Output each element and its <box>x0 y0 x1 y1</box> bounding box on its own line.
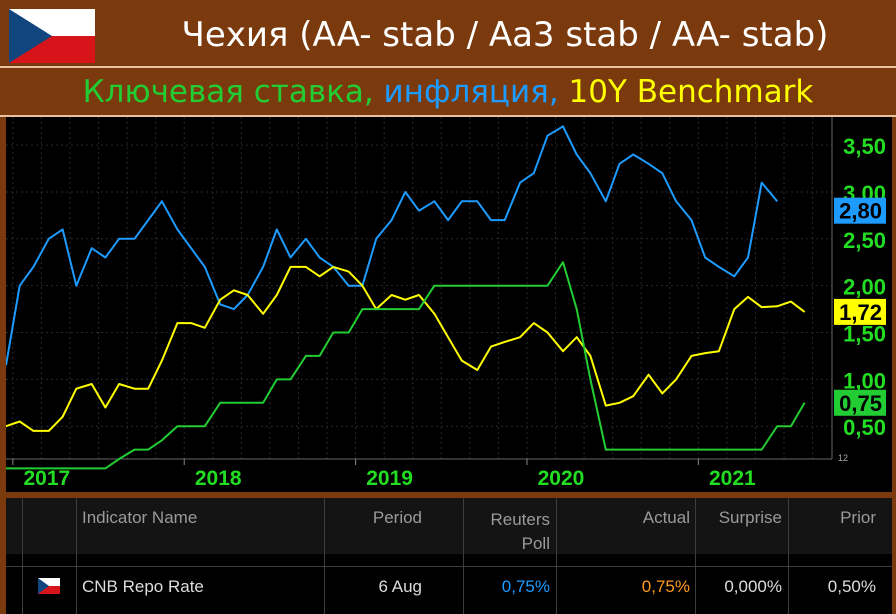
row-surprise: 0,000% <box>724 577 782 596</box>
table-header-bg <box>6 498 892 554</box>
row-period: 6 Aug <box>378 577 423 596</box>
row-prior: 0,50% <box>827 577 876 596</box>
chart-subtitle: Ключевая ставка, инфляция, 10Y Benchmark <box>0 68 896 116</box>
subtitle-part-inflation: инфляция <box>383 74 549 110</box>
y-tick-label: 1,00 <box>843 368 886 393</box>
row-reuters-poll: 0,75% <box>501 577 550 596</box>
line-chart: 3,50 3,00 2,50 2,00 1,50 1,00 0,50 12 2,80 1,72 0,… <box>6 117 892 492</box>
last-value-label: 2,80 <box>839 199 882 224</box>
y-small-label: 12 <box>838 453 848 463</box>
czech-flag-icon <box>9 9 95 63</box>
series-line-1 <box>6 265 806 432</box>
header-prior[interactable]: Prior <box>840 508 876 527</box>
subtitle-part-benchmark: 10Y Benchmark <box>568 74 814 110</box>
series-line-0 <box>6 125 778 366</box>
y-tick-label: 0,50 <box>843 415 886 440</box>
subtitle-part-rate: Ключевая ставка, <box>82 74 384 110</box>
subtitle-part-comma: , <box>548 74 569 110</box>
column-divider <box>22 498 23 614</box>
header: Чехия (AA- stab / Aa3 stab / AA- stab) <box>0 0 896 66</box>
y-tick-label: 1,50 <box>843 322 886 347</box>
header-indicator-name[interactable]: Indicator Name <box>82 508 198 527</box>
czech-flag-small-icon <box>38 578 60 594</box>
x-tick-label: 2019 <box>366 467 413 490</box>
row-actual: 0,75% <box>641 577 690 596</box>
divider <box>0 115 896 117</box>
x-tick-label: 2018 <box>195 467 242 490</box>
column-divider <box>76 498 77 614</box>
last-value-badge <box>834 389 886 416</box>
x-tick-label: 2020 <box>538 467 585 490</box>
header-period[interactable]: Period <box>372 508 422 527</box>
row-divider <box>6 566 892 567</box>
indicator-table: Indicator Name Period Reuters Poll Actua… <box>6 498 892 614</box>
chart-svg: 3,503,002,502,001,501,000,50122,801,720,… <box>6 117 886 490</box>
series-line-2 <box>6 261 806 470</box>
column-divider <box>788 498 789 614</box>
header-surprise[interactable]: Surprise <box>718 508 782 527</box>
y-tick-label: 2,00 <box>843 275 886 300</box>
last-value-label: 0,75 <box>839 391 882 416</box>
last-value-badge <box>834 197 886 224</box>
column-divider <box>463 498 464 614</box>
y-tick-label: 2,50 <box>843 228 886 253</box>
divider <box>0 66 896 68</box>
page-title: Чехия (AA- stab / Aa3 stab / AA- stab) <box>181 15 829 55</box>
header-actual[interactable]: Actual <box>642 508 690 527</box>
x-tick-label: 2021 <box>709 467 756 490</box>
last-value-badge <box>834 298 886 325</box>
column-divider <box>324 498 325 614</box>
column-divider <box>695 498 696 614</box>
row-indicator-name[interactable]: CNB Repo Rate <box>82 577 204 596</box>
header-reuters-poll[interactable]: Reuters Poll <box>490 510 550 553</box>
last-value-label: 1,72 <box>839 300 882 325</box>
y-tick-label: 3,50 <box>843 134 886 159</box>
x-tick-label: 2017 <box>23 467 70 490</box>
column-divider <box>556 498 557 614</box>
